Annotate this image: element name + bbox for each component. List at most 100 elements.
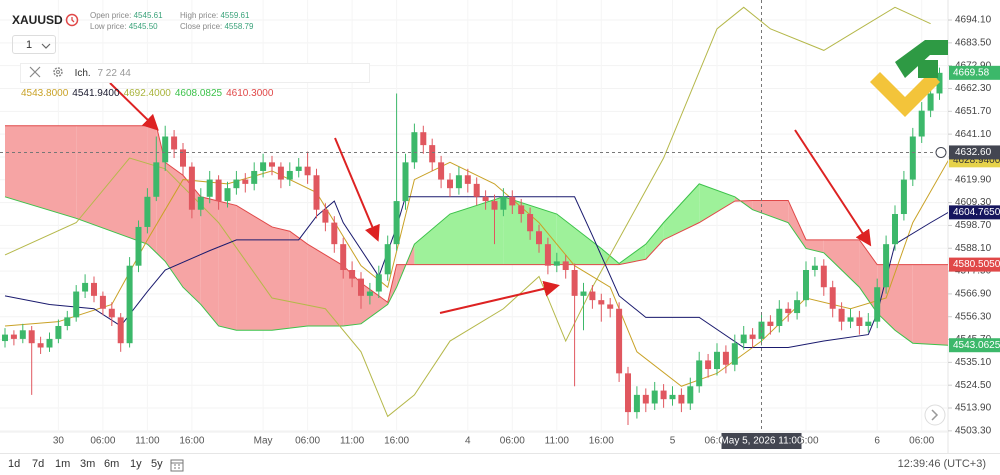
candle-body <box>616 308 623 374</box>
candle-body <box>393 201 400 245</box>
candle-body <box>438 162 445 180</box>
candle-body <box>411 132 418 163</box>
chevron <box>41 43 51 49</box>
price-marker <box>949 65 1000 80</box>
candle-body <box>295 166 302 171</box>
price-marker-label: 4669.58 <box>953 67 990 78</box>
candle-body <box>188 166 195 210</box>
field-name: Low price: <box>90 22 127 31</box>
ohlc-field: Open price: 4545.61 <box>90 11 163 20</box>
candle-body <box>811 265 818 270</box>
candle-body <box>785 308 792 314</box>
candle-body <box>553 261 560 266</box>
candle-body <box>162 136 169 163</box>
ohlc-field: Low price: 4545.50 <box>90 22 158 31</box>
range-button[interactable]: 3m <box>80 458 96 470</box>
candle-body <box>527 214 534 232</box>
field-name: Close price: <box>180 22 223 31</box>
clock-icon[interactable] <box>65 13 79 27</box>
candle-body <box>918 110 925 137</box>
candle-body <box>536 231 542 245</box>
candle-body <box>37 343 44 348</box>
symbol[interactable]: XAUUSD <box>12 13 63 27</box>
candle-body <box>366 291 373 296</box>
candle-body <box>544 244 551 266</box>
candle-body <box>722 351 729 365</box>
logo-yellow <box>870 72 940 117</box>
cloud-segment <box>788 200 806 249</box>
cloud-segment <box>895 264 913 344</box>
scroll-button-icon[interactable] <box>931 409 939 421</box>
scroll-button[interactable] <box>924 404 946 426</box>
range-button[interactable]: 5y <box>151 458 163 470</box>
field-value: 4545.50 <box>128 22 158 31</box>
interval-value[interactable]: 1 <box>26 39 33 51</box>
calendar-icon[interactable] <box>170 458 184 472</box>
ohlc-field: Close price: 4558.79 <box>180 22 253 31</box>
candle-body <box>491 201 498 210</box>
candle-body <box>874 287 881 322</box>
candle-body <box>749 334 756 339</box>
remove-icon[interactable] <box>29 66 41 78</box>
cloud-segment <box>414 214 450 265</box>
candle-body <box>260 162 267 171</box>
candle-body <box>224 188 231 202</box>
x-tick-label: 6 <box>874 436 880 447</box>
range-button[interactable]: 6m <box>104 458 120 470</box>
candle-body <box>46 338 53 348</box>
scroll-button-circle[interactable] <box>924 404 946 426</box>
y-tick-label: 4556.30 <box>955 311 992 322</box>
candle-body <box>803 270 809 301</box>
indicator-value: 4692.4000 <box>123 88 171 99</box>
interval-dropdown[interactable]: 1 <box>12 35 56 54</box>
candle-body <box>669 394 676 400</box>
toolbar: 12:39:46 (UTC+3) 1d 7d 1m 3m 6m 1y 5y <box>0 453 1000 475</box>
candle-body <box>402 162 409 202</box>
cloud-segment <box>912 264 948 346</box>
arrow <box>439 280 560 314</box>
candle-body <box>153 162 160 197</box>
candle-body <box>571 270 578 296</box>
crosshair-target[interactable] <box>935 146 947 158</box>
candle-body <box>10 334 17 339</box>
price-marker <box>949 338 1000 353</box>
candle-body <box>135 226 142 266</box>
ohlc-field: High price: 4559.61 <box>180 11 249 20</box>
price-marker-label: 4604.7650 <box>953 207 1000 218</box>
range-button[interactable]: 1y <box>130 458 142 470</box>
y-tick-label: 4524.50 <box>955 380 992 391</box>
settings-icon[interactable] <box>52 66 64 78</box>
logo <box>870 40 948 117</box>
candle-body <box>455 175 462 189</box>
x-tick-label: 4 <box>465 436 471 447</box>
x-tick-label: May <box>254 436 273 447</box>
candle-body <box>651 390 658 404</box>
cloud-segment <box>76 125 148 245</box>
clock-hands <box>71 17 75 23</box>
cloud-segment <box>236 205 272 331</box>
crosshair-time-box <box>721 433 802 449</box>
candle-body <box>171 136 178 150</box>
candle-body <box>900 179 907 215</box>
range-button[interactable]: 7d <box>32 458 45 470</box>
crosshair-time-label: May 5, 2026 11:00 <box>720 436 803 447</box>
candle-body <box>144 196 151 227</box>
range-button[interactable]: 1d <box>8 458 21 470</box>
price-marker-label: 4628.9400 <box>953 155 1000 166</box>
y-tick-label: 4588.10 <box>955 243 992 254</box>
candle-body <box>927 93 934 111</box>
indicator-label: Ich. <box>74 68 91 79</box>
price-marker-label: 4543.0625 <box>953 340 1000 351</box>
candle-body <box>99 295 106 309</box>
cloud-segment <box>663 183 700 240</box>
candle-body <box>464 175 471 184</box>
candle-body <box>473 183 480 197</box>
y-tick-label: 4566.90 <box>955 289 992 300</box>
candle-body <box>55 325 62 339</box>
range-button[interactable]: 1m <box>55 458 71 470</box>
candle-body <box>82 282 89 292</box>
candle-body <box>269 162 275 167</box>
x-tick-label: 16:00 <box>384 436 409 447</box>
candle-body <box>233 179 240 189</box>
